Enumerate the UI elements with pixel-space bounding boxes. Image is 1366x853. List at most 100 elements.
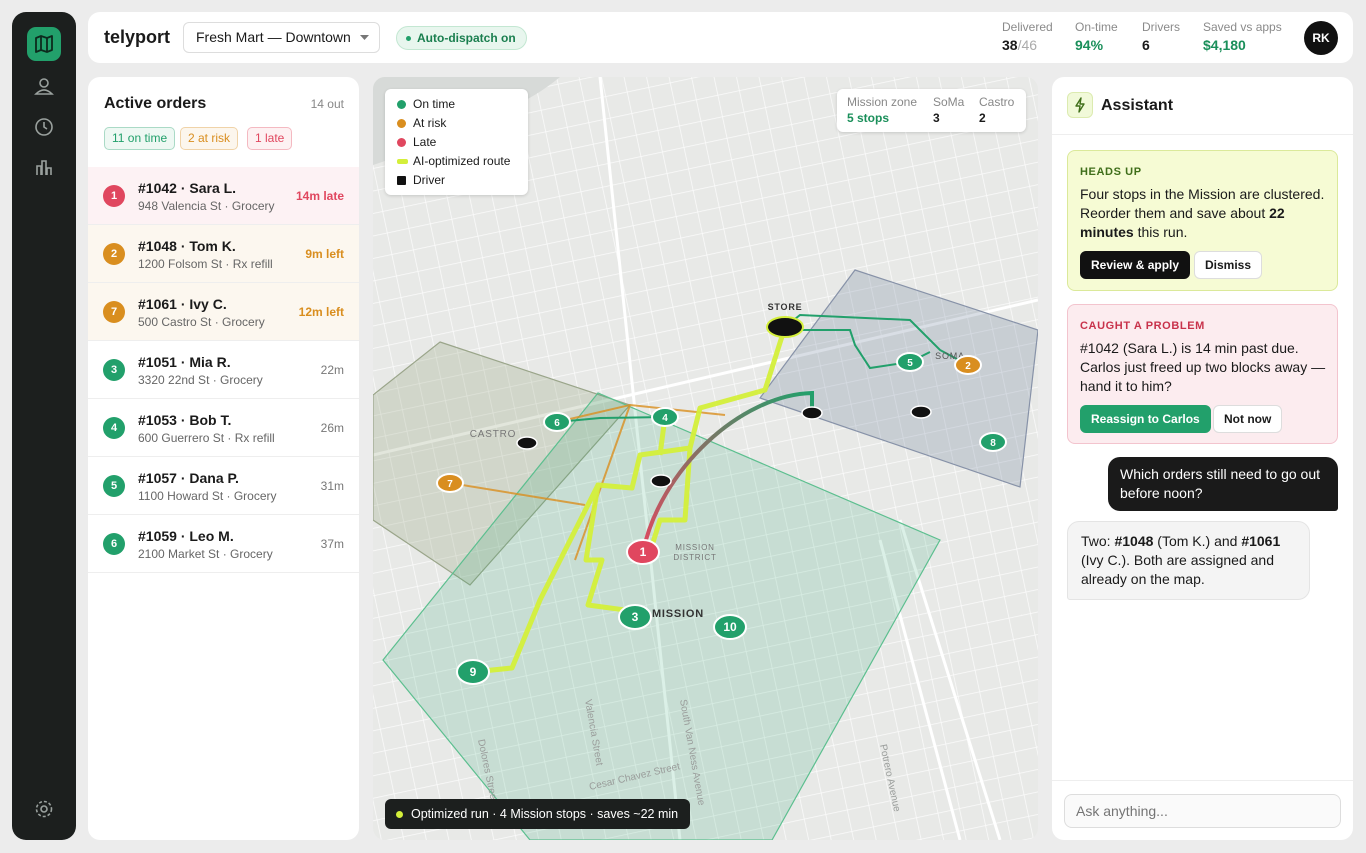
legend-label: Driver	[413, 173, 445, 187]
stop-pin[interactable]: 6	[543, 412, 571, 432]
logo-icon	[35, 35, 53, 53]
pin-label: 1	[640, 545, 647, 559]
nav-analytics[interactable]	[34, 157, 54, 177]
stat: Saved vs apps $4,180	[1203, 20, 1282, 53]
zone-value: 3	[933, 111, 940, 125]
logo[interactable]	[27, 27, 61, 61]
chat-input[interactable]	[1064, 794, 1341, 828]
optimized-route	[472, 326, 788, 675]
stop-pin[interactable]: 5	[896, 352, 924, 372]
pin-shape	[543, 412, 571, 432]
zone-summary: Mission zone 5 stops SoMa 3 Castro 2	[837, 89, 1026, 132]
stat-value: 94%	[1075, 37, 1118, 53]
map-label: CASTRO	[470, 429, 516, 440]
stat: On-time 94%	[1075, 20, 1118, 53]
pin-shape	[651, 407, 679, 427]
card-text: Four stops in the Mission are clustered.…	[1080, 185, 1332, 242]
stat: Delivered 38/46	[1002, 20, 1053, 53]
order-row[interactable]: 7 #1061 · Ivy C. 500 Castro St · Grocery 12…	[88, 283, 359, 341]
reassign-button[interactable]: Reassign to Carlos	[1080, 405, 1211, 433]
legend-item: On time	[397, 97, 455, 111]
stop-pin[interactable]: 4	[651, 407, 679, 427]
driver[interactable]	[801, 406, 823, 420]
heads-up-card: HEADS UP Four stops in the Mission are c…	[1067, 150, 1338, 291]
status-chip[interactable]: 2 at risk	[180, 127, 239, 150]
legend-item: AI-optimized route	[397, 154, 510, 168]
stop-pin[interactable]: 8	[979, 432, 1007, 452]
dismiss-button[interactable]: Dismiss	[1194, 251, 1263, 279]
user-message: Which orders still need to go out before…	[1108, 457, 1338, 511]
order-row[interactable]: 2 #1048 · Tom K. 1200 Folsom St · Rx refil…	[88, 225, 359, 283]
order-title: #1042 · Sara L.	[138, 180, 237, 196]
risk-route	[449, 403, 726, 561]
pin-shape	[436, 473, 464, 493]
text-part: 22 minutes	[1080, 205, 1285, 240]
status-chip[interactable]: 1 late	[247, 127, 293, 150]
avatar[interactable]: RK	[1304, 21, 1338, 55]
stop-pin[interactable]: 10	[713, 614, 747, 640]
order-row[interactable]: 5 #1057 · Dana P. 1100 Howard St · Grocery…	[88, 457, 359, 515]
order-badge: 4	[103, 417, 125, 439]
order-title: #1051 · Mia R.	[138, 354, 231, 370]
driver[interactable]	[516, 436, 538, 450]
pin-label: 6	[554, 418, 560, 429]
order-badge: 2	[103, 243, 125, 265]
soma-zone	[759, 269, 1038, 488]
driver[interactable]	[910, 405, 932, 419]
assistant-panel: Assistant HEADS UP Four stops in the Mis…	[1052, 77, 1353, 840]
brand: telyport	[104, 27, 171, 47]
zone-name: Castro	[979, 95, 1015, 109]
orders-panel: Active orders 14 out 11 on time 2 at risk…	[88, 77, 359, 840]
order-address: 2100 Market St · Grocery	[138, 547, 273, 561]
order-badge: 5	[103, 475, 125, 497]
order-badge: 7	[103, 301, 125, 323]
pin-label: 7	[447, 479, 453, 490]
dispatch-badge[interactable]: Auto-dispatch on	[396, 26, 527, 50]
order-row[interactable]: 1 #1042 · Sara L. 948 Valencia St · Grocer…	[88, 167, 359, 225]
problem-card: CAUGHT A PROBLEM #1042 (Sara L.) is 14 m…	[1067, 304, 1338, 444]
legend-label: On time	[413, 97, 456, 111]
stop-pin[interactable]: 1	[626, 539, 660, 565]
order-row[interactable]: 4 #1053 · Bob T. 600 Guerrero St · Rx refi…	[88, 399, 359, 457]
order-address: 500 Castro St · Grocery	[138, 315, 265, 329]
map-label: MISSION	[652, 608, 704, 620]
status-chip[interactable]: 11 on time	[104, 127, 176, 150]
text-part: Two:	[1081, 533, 1115, 549]
order-row[interactable]: 3 #1051 · Mia R. 3320 22nd St · Grocery 22m	[88, 341, 359, 399]
stat-suffix: /46	[1017, 37, 1038, 53]
map: Cesar Chavez Street Dolores Street Valenci…	[373, 77, 1038, 840]
map-label: STORE	[768, 302, 803, 312]
legend-marker	[397, 176, 406, 185]
card-text: #1042 (Sara L.) is 14 min past due. Carl…	[1080, 340, 1326, 394]
map-label: MISSION	[675, 543, 714, 552]
stop-pin[interactable]: 3	[618, 604, 652, 630]
pin-label: 10	[723, 620, 737, 634]
text-part: #1061	[1241, 533, 1281, 549]
zone-value: 5 stops	[847, 111, 890, 125]
apply-button[interactable]: Review & apply	[1080, 251, 1191, 279]
card-kicker: HEADS UP	[1080, 166, 1142, 178]
stop-pin[interactable]: 2	[954, 355, 982, 375]
stop-pin[interactable]: 9	[456, 659, 490, 685]
stop-pin[interactable]: 7	[436, 473, 464, 493]
order-title: #1057 · Dana P.	[138, 470, 239, 486]
reassign-arc	[641, 390, 814, 553]
stat-label: Delivered	[1002, 20, 1053, 34]
nav-drivers[interactable]	[34, 77, 54, 97]
store-marker[interactable]	[766, 316, 804, 338]
legend-label: AI-optimized route	[413, 154, 511, 168]
order-address: 1100 Howard St · Grocery	[138, 489, 277, 503]
order-time: 12m left	[298, 305, 344, 319]
driver[interactable]	[650, 474, 672, 488]
card-kicker: CAUGHT A PROBLEM	[1080, 320, 1205, 332]
order-row[interactable]: 6 #1059 · Leo M. 2100 Market St · Grocery 3…	[88, 515, 359, 573]
order-badge: 3	[103, 359, 125, 381]
store-select[interactable]: Fresh Mart — Downtown	[183, 22, 380, 53]
pin-label: 9	[470, 665, 477, 679]
nav-settings[interactable]	[34, 799, 54, 819]
pin-label: 4	[662, 413, 668, 424]
stat-value: 38/46	[1002, 37, 1053, 53]
not-now-button[interactable]: Not now	[1213, 405, 1283, 433]
nav-history[interactable]	[34, 117, 54, 137]
stat-label: Saved vs apps	[1203, 20, 1282, 34]
